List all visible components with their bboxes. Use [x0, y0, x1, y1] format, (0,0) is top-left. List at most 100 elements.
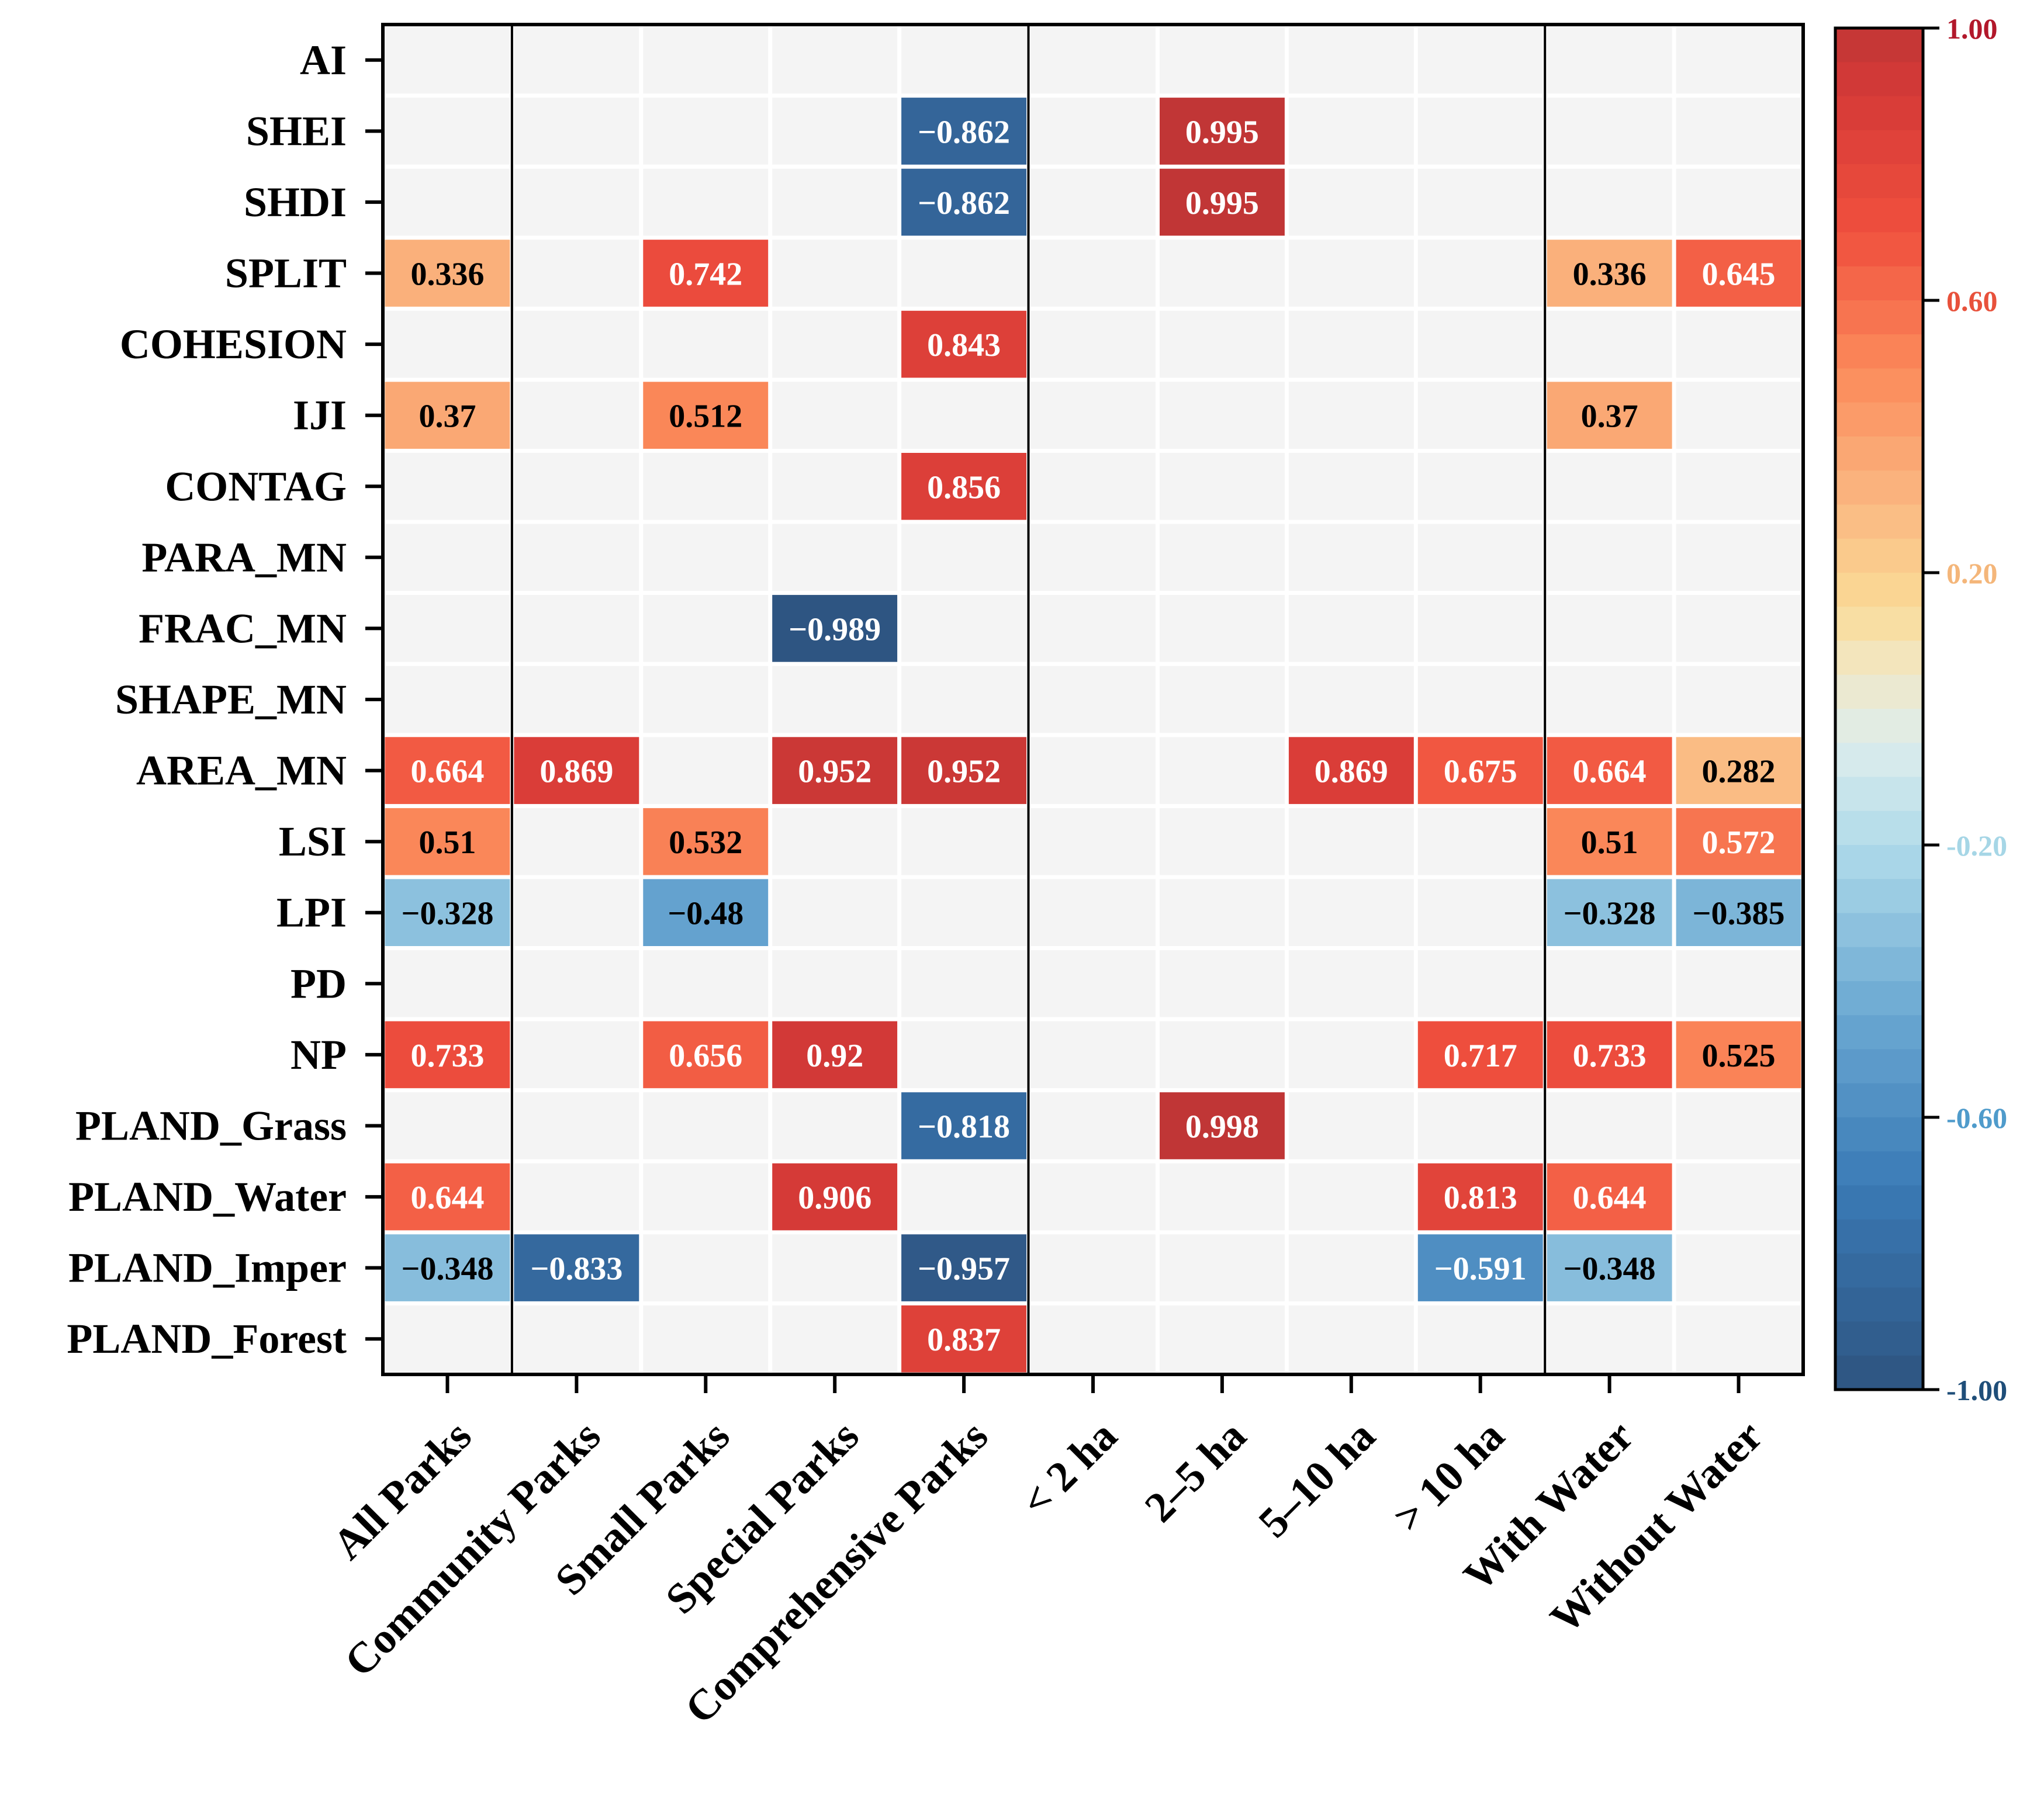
heatmap-cell-empty — [1547, 524, 1672, 591]
heatmap-cell — [1417, 737, 1543, 804]
x-tick-label: > 10 ha — [1384, 1412, 1514, 1542]
colorbar-segment — [1835, 538, 1923, 573]
heatmap-cell-empty — [772, 879, 898, 946]
heatmap-cell-empty — [1160, 240, 1285, 307]
heatmap-cell-empty — [514, 240, 639, 307]
heatmap-cell-empty — [901, 1163, 1026, 1231]
cell-value-label: 0.572 — [1702, 825, 1776, 861]
heatmap-cell-empty — [1288, 1092, 1414, 1159]
heatmap-cell-empty — [1547, 26, 1672, 94]
colorbar-segment — [1835, 1253, 1923, 1289]
heatmap-cell-empty — [1676, 1163, 1801, 1231]
heatmap-cell-empty — [1030, 453, 1156, 520]
cell-value-label: 0.906 — [798, 1180, 871, 1216]
heatmap-cell-empty — [1547, 1092, 1672, 1159]
colorbar-segment — [1835, 1049, 1923, 1084]
cell-value-label: 0.995 — [1185, 185, 1259, 221]
cell-value-label: −0.862 — [918, 185, 1010, 221]
heatmap-cell — [1676, 879, 1801, 946]
heatmap-cell-empty — [385, 1305, 510, 1373]
heatmap-cell — [643, 240, 769, 307]
cell-value-label: 0.856 — [927, 469, 1001, 505]
heatmap-cell-empty — [385, 666, 510, 733]
heatmap-cell-empty — [772, 310, 898, 378]
heatmap-cell-empty — [514, 382, 639, 449]
colorbar-tick-label: -0.20 — [1946, 829, 2007, 862]
cell-value-label: 0.92 — [806, 1038, 863, 1074]
x-tick-label: 2–5 ha — [1136, 1412, 1256, 1532]
heatmap-cell-empty — [385, 453, 510, 520]
cell-value-label: 0.336 — [1573, 257, 1647, 293]
cell-value-label: 0.664 — [1573, 754, 1647, 790]
cell-value-label: 0.37 — [419, 399, 476, 435]
heatmap-cell — [1160, 98, 1285, 165]
heatmap-cell — [514, 1234, 639, 1301]
heatmap-cell — [385, 808, 510, 875]
heatmap-cell-empty — [1160, 382, 1285, 449]
heatmap-cell — [901, 1234, 1026, 1301]
colorbar-segment — [1835, 470, 1923, 505]
heatmap-cell-empty — [1676, 26, 1801, 94]
y-tick-label: SHEI — [246, 108, 347, 154]
cell-value-label: 0.733 — [1573, 1038, 1647, 1074]
heatmap-cell-empty — [772, 666, 898, 733]
heatmap-cell-empty — [514, 26, 639, 94]
heatmap-cell — [1547, 1163, 1672, 1231]
heatmap-cell-empty — [772, 1305, 898, 1373]
heatmap-cell — [1417, 1234, 1543, 1301]
heatmap-cell-empty — [1417, 879, 1543, 946]
cell-value-label: 0.717 — [1444, 1038, 1517, 1074]
heatmap-cell-empty — [1030, 950, 1156, 1017]
heatmap-cell-empty — [643, 595, 769, 662]
heatmap-cell-empty — [385, 1092, 510, 1159]
x-tick-label: < 2 ha — [1012, 1412, 1126, 1526]
y-tick-label: PLAND_Forest — [67, 1315, 347, 1362]
cell-value-label: 0.742 — [669, 257, 742, 293]
heatmap-cell-empty — [1417, 666, 1543, 733]
heatmap-cell — [1547, 382, 1672, 449]
colorbar-segment — [1835, 232, 1923, 267]
heatmap-cell-empty — [1547, 1305, 1672, 1373]
heatmap-cell — [385, 879, 510, 946]
heatmap-cell-empty — [1676, 168, 1801, 236]
cell-value-label: 0.512 — [669, 399, 742, 435]
heatmap-cell-empty — [1547, 98, 1672, 165]
cell-value-label: 0.51 — [419, 825, 476, 861]
colorbar-tick-label: -0.60 — [1946, 1102, 2007, 1134]
cell-value-label: −0.591 — [1434, 1251, 1527, 1287]
colorbar-segment — [1835, 913, 1923, 948]
heatmap-cell — [901, 453, 1026, 520]
heatmap-cell-empty — [772, 98, 898, 165]
heatmap-cell-empty — [772, 1092, 898, 1159]
heatmap-cell-empty — [1417, 168, 1543, 236]
y-tick-label: PARA_MN — [141, 534, 347, 581]
heatmap-cell — [385, 382, 510, 449]
colorbar-segment — [1835, 28, 1923, 63]
heatmap-cell-empty — [1676, 950, 1801, 1017]
heatmap-cell-empty — [1030, 1305, 1156, 1373]
heatmap-cell-empty — [1676, 453, 1801, 520]
heatmap-cell-empty — [772, 950, 898, 1017]
cell-value-label: 0.644 — [1573, 1180, 1647, 1216]
heatmap-cell-empty — [1547, 666, 1672, 733]
heatmap-cell-empty — [1030, 524, 1156, 591]
heatmap-cell-empty — [514, 1092, 639, 1159]
cell-value-label: 0.995 — [1185, 114, 1259, 150]
heatmap-cell-empty — [1417, 98, 1543, 165]
heatmap-cell-empty — [1417, 1092, 1543, 1159]
heatmap-cell — [643, 1021, 769, 1089]
cell-value-label: 0.525 — [1702, 1038, 1776, 1074]
heatmap-cell-empty — [1547, 168, 1672, 236]
heatmap-cell-empty — [1030, 666, 1156, 733]
heatmap-cell-empty — [1030, 382, 1156, 449]
colorbar-segment — [1835, 947, 1923, 982]
heatmap-cell — [901, 310, 1026, 378]
heatmap-cell-empty — [772, 168, 898, 236]
heatmap-cell-empty — [1030, 1234, 1156, 1301]
heatmap-cell-empty — [901, 240, 1026, 307]
heatmap-cell — [1417, 1021, 1543, 1089]
y-tick-label: PD — [290, 960, 347, 1007]
cell-value-label: 0.869 — [1315, 754, 1388, 790]
heatmap-cell-empty — [901, 595, 1026, 662]
